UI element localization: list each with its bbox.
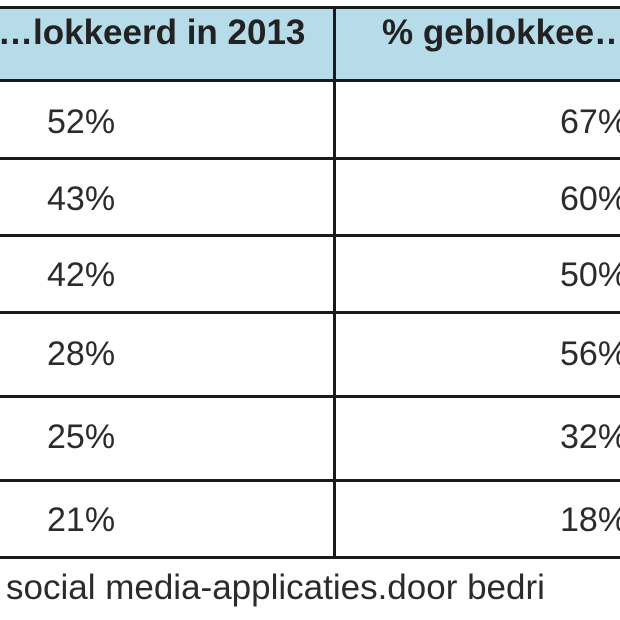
cell-blocked: 50% — [560, 256, 620, 294]
cell-blocked: 60% — [560, 180, 620, 218]
divider — [0, 6, 620, 9]
cell-2013: 42% — [47, 256, 116, 294]
table-header — [0, 7, 620, 80]
cell-blocked: 56% — [560, 335, 620, 373]
divider — [0, 234, 620, 237]
watermark: image — [560, 594, 596, 609]
cell-2013: 52% — [47, 103, 116, 141]
divider — [0, 79, 620, 82]
cell-blocked: 32% — [560, 418, 620, 456]
cell-2013: 25% — [47, 418, 116, 456]
divider — [0, 395, 620, 398]
table-caption: social media-applicaties.door bedri — [6, 568, 545, 607]
column-header-blocked: % geblokkee… — [382, 13, 620, 52]
cell-2013: 28% — [47, 335, 116, 373]
divider — [0, 556, 620, 559]
column-header-2013: …lokkeerd in 2013 — [0, 13, 306, 52]
divider — [0, 479, 620, 482]
cell-2013: 43% — [47, 180, 116, 218]
cell-2013: 21% — [47, 501, 116, 539]
divider — [0, 157, 620, 160]
divider — [0, 311, 620, 314]
column-divider — [333, 7, 336, 559]
cell-blocked: 67% — [560, 103, 620, 141]
cell-blocked: 18% — [560, 501, 620, 539]
